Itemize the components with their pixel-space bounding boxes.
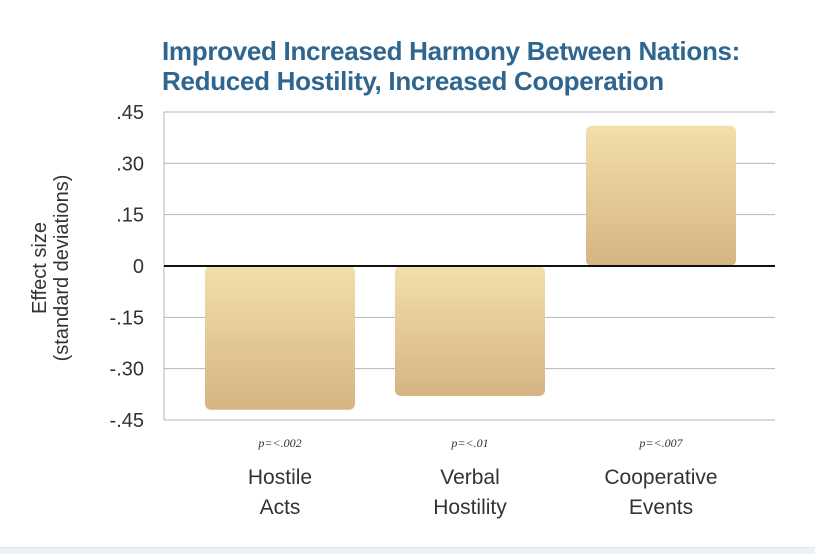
p-value-label: p=<.01: [450, 436, 488, 450]
category-label: Cooperative Events: [604, 466, 717, 519]
y-tick-label: -.45: [110, 410, 144, 432]
y-axis-title: Effect size(standard deviations): [29, 175, 73, 362]
category-label-line: Cooperative: [604, 466, 717, 489]
chart-title-line-1: Improved Increased Harmony Between Natio…: [162, 36, 741, 66]
category-label-line: Hostile: [248, 466, 312, 489]
label-layer: .45 .30 .15 0 -.15 -.30 -.45 Effect size(standa…: [29, 102, 718, 519]
y-tick-label: -.15: [110, 307, 144, 329]
category-label-line: Verbal: [440, 466, 500, 489]
bottom-strip: [0, 547, 815, 554]
bar: [395, 266, 545, 397]
y-tick-label: .30: [116, 153, 144, 175]
chart-title-line-2: Reduced Hostility, Increased Cooperation: [162, 66, 664, 96]
y-axis-title-line: (standard deviations): [51, 175, 73, 362]
bar: [205, 266, 355, 410]
category-label: Hostile Acts: [248, 466, 312, 519]
y-tick-label: 0: [133, 256, 144, 278]
y-axis-title-line: Effect size: [29, 222, 51, 314]
category-label-line: Hostility: [433, 496, 507, 519]
category-label: Verbal Hostility: [433, 466, 507, 519]
bar-layer: [205, 125, 736, 410]
p-value-label: p=<.002: [257, 436, 301, 450]
category-label-line: Events: [629, 496, 693, 519]
y-tick-label: .45: [116, 102, 144, 124]
category-label-line: Acts: [260, 496, 301, 519]
y-tick-label: .15: [116, 205, 144, 227]
chart-title: Improved Increased Harmony Between Natio…: [162, 36, 802, 96]
p-value-label: p=<.007: [638, 436, 683, 450]
bar: [586, 125, 736, 266]
y-tick-label: -.30: [110, 359, 144, 381]
